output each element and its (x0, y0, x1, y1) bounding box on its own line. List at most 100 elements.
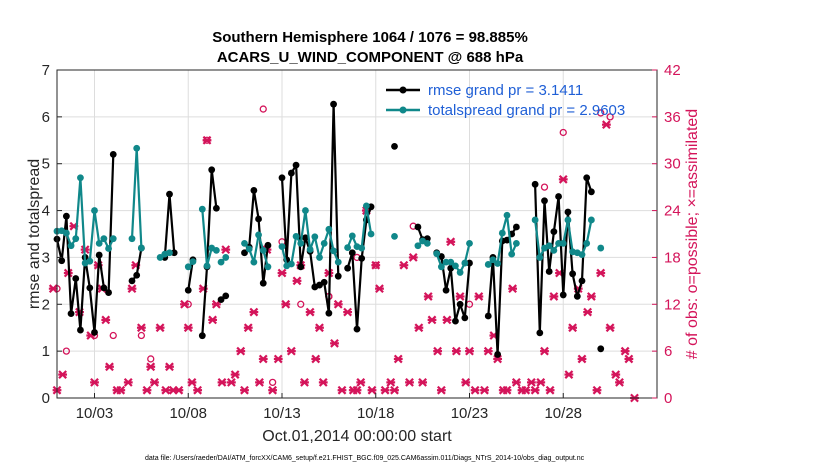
obs-assimilated-marker (605, 323, 615, 333)
rmse-point (255, 215, 262, 223)
totalspread-point (587, 216, 595, 224)
obs-assimilated-marker (393, 354, 403, 364)
totalspread-point (362, 202, 370, 210)
totalspread-point (498, 229, 506, 237)
totalspread-point (222, 254, 230, 261)
obs-assimilated-marker (418, 378, 428, 387)
rmse-point (494, 351, 502, 358)
totalspread-point (358, 244, 366, 252)
totalspread-point (555, 239, 562, 247)
rmse-point (330, 100, 337, 108)
totalspread-point (508, 250, 516, 258)
totalspread-point (241, 239, 248, 247)
rmse-point (484, 312, 492, 320)
totalspread-point (217, 258, 225, 266)
obs-possible-marker (147, 355, 155, 363)
obs-assimilated-marker (502, 385, 512, 395)
obs-assimilated-marker (255, 378, 264, 387)
legend-spread-marker (399, 106, 407, 114)
totalspread-point (311, 233, 319, 241)
obs-assimilated-marker (356, 378, 366, 387)
totalspread-point (512, 239, 520, 247)
y-right-axis-label: # of obs: o=possible; ×=assimilated (684, 109, 701, 359)
totalspread-point (391, 232, 398, 240)
obs-assimilated-marker (142, 385, 152, 395)
totalspread-point (334, 258, 342, 266)
rmse-point (184, 286, 192, 294)
obs-assimilated-marker (187, 378, 197, 387)
rmse-point (241, 249, 248, 257)
obs-assimilated-marker (281, 299, 291, 309)
rmse-point (77, 326, 84, 334)
y-left-tick-label: 5 (42, 156, 50, 173)
obs-assimilated-marker (423, 292, 433, 301)
totalspread-point (320, 239, 328, 247)
obs-assimilated-marker (90, 378, 99, 387)
y-right-tick-label: 42 (664, 62, 681, 79)
obs-assimilated-marker (292, 276, 302, 286)
rmse-point (58, 257, 66, 265)
obs-assimilated-marker (330, 338, 339, 348)
y-right-tick-label: 18 (664, 249, 681, 266)
x-tick-label: 10/08 (169, 405, 207, 422)
totalspread-point (583, 239, 591, 247)
totalspread-point (67, 242, 75, 250)
obs-assimilated-marker (540, 346, 549, 356)
totalspread-point (564, 216, 572, 224)
obs-assimilated-marker (105, 362, 114, 372)
rmse-point (545, 268, 553, 275)
obs-assimilated-marker (592, 385, 602, 395)
y-left-tick-label: 7 (42, 62, 50, 79)
rmse-point (597, 345, 605, 353)
x-tick-label: 10/28 (544, 405, 582, 422)
y-right-tick-label: 30 (664, 156, 681, 173)
obs-assimilated-marker (405, 378, 414, 387)
obs-assimilated-marker (577, 354, 587, 364)
rmse-point (250, 187, 258, 194)
obs-assimilated-marker (568, 323, 578, 333)
totalspread-point (95, 239, 103, 247)
totalspread-point (189, 258, 197, 266)
totalspread-point (255, 231, 262, 239)
totalspread-point (442, 258, 450, 266)
rmse-point (461, 314, 469, 322)
obs-possible-marker (297, 300, 305, 308)
totalspread-point (250, 258, 258, 266)
rmse-point (555, 193, 562, 200)
rmse-point (320, 278, 328, 286)
totalspread-point (489, 256, 497, 264)
obs-assimilated-marker (180, 299, 189, 309)
obs-assimilated-marker (620, 346, 630, 356)
totalspread-point (545, 242, 553, 250)
obs-assimilated-marker (268, 385, 278, 395)
rmse-point (259, 279, 267, 287)
obs-possible-marker (540, 183, 549, 191)
totalspread-point (578, 251, 586, 259)
rmse-point (217, 296, 225, 303)
obs-assimilated-marker (427, 315, 437, 325)
x-axis-ticks: 10/03 10/08 10/13 10/18 10/23 10/28 (76, 393, 582, 422)
rmse-point (325, 309, 333, 317)
obs-assimilated-marker (465, 346, 474, 356)
legend-rmse-label: rmse grand pr = 3.1411 (428, 82, 583, 99)
obs-possible-marker (62, 347, 71, 355)
totalspread-point (550, 247, 558, 254)
obs-assimilated-marker (311, 354, 321, 364)
obs-possible-marker (268, 378, 277, 387)
obs-assimilated-marker (530, 385, 540, 395)
rmse-point (72, 275, 80, 282)
y-left-tick-label: 0 (42, 390, 50, 407)
totalspread-point (367, 230, 375, 238)
totalspread-point (77, 174, 84, 182)
obs-assimilated-marker (136, 323, 146, 333)
obs-assimilated-marker (318, 378, 328, 387)
rmse-point (569, 270, 577, 278)
rmse-point (442, 286, 450, 294)
rmse-point (578, 277, 586, 285)
obs-assimilated-marker (226, 378, 236, 387)
rmse-point (133, 271, 141, 279)
totalspread-point (330, 247, 337, 255)
legend-spread-label: totalspread grand pr = 2.9603 (428, 102, 625, 119)
rmse-point (297, 263, 305, 271)
